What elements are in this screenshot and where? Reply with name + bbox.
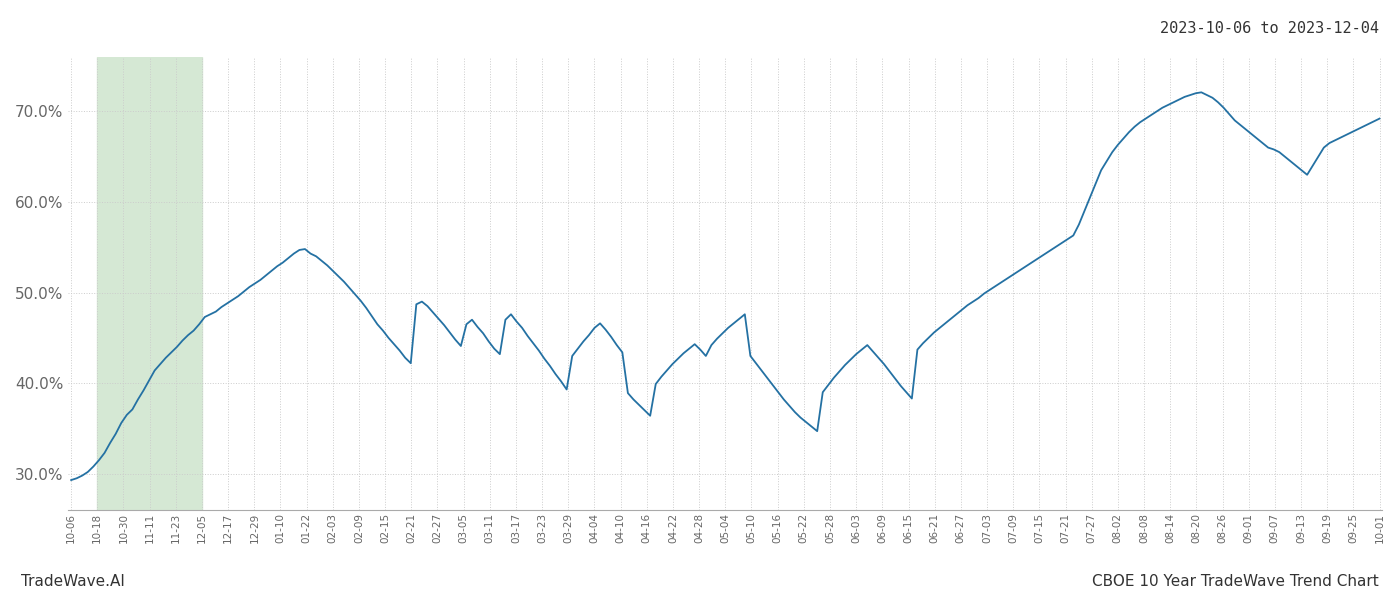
Text: TradeWave.AI: TradeWave.AI bbox=[21, 574, 125, 589]
Bar bbox=[98, 57, 202, 510]
Text: 2023-10-06 to 2023-12-04: 2023-10-06 to 2023-12-04 bbox=[1161, 21, 1379, 36]
Text: CBOE 10 Year TradeWave Trend Chart: CBOE 10 Year TradeWave Trend Chart bbox=[1092, 574, 1379, 589]
